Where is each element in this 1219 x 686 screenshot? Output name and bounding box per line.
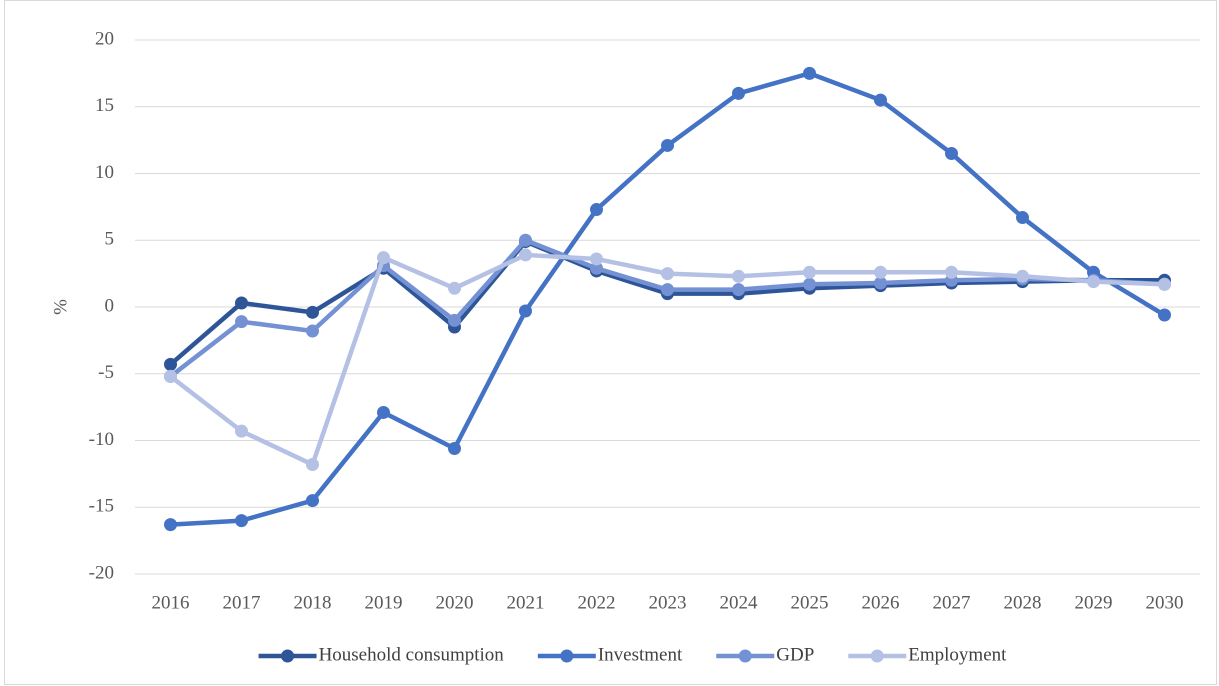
y-tick-label: -5 bbox=[98, 362, 114, 383]
data-point bbox=[590, 203, 603, 217]
data-point bbox=[235, 424, 248, 438]
data-point bbox=[1016, 269, 1029, 283]
data-point bbox=[874, 276, 887, 290]
data-point bbox=[306, 494, 319, 508]
data-point bbox=[1158, 308, 1171, 322]
data-point bbox=[590, 252, 603, 266]
x-tick-label: 2026 bbox=[862, 592, 900, 613]
y-tick-label: -10 bbox=[89, 429, 114, 450]
legend-label: Household consumption bbox=[319, 644, 505, 665]
data-point bbox=[235, 315, 248, 329]
data-point bbox=[164, 369, 177, 383]
y-tick-label: 15 bbox=[95, 95, 114, 116]
data-point bbox=[874, 93, 887, 107]
x-tick-label: 2024 bbox=[720, 592, 759, 613]
data-point bbox=[803, 265, 816, 279]
data-point bbox=[519, 233, 532, 247]
x-tick-label: 2029 bbox=[1075, 592, 1113, 613]
y-tick-label: 20 bbox=[95, 28, 114, 49]
data-point bbox=[306, 458, 319, 472]
data-point bbox=[448, 281, 461, 295]
data-point bbox=[1016, 211, 1029, 225]
data-point bbox=[1158, 277, 1171, 291]
y-tick-label: 0 bbox=[105, 295, 115, 316]
data-point bbox=[945, 146, 958, 160]
data-point bbox=[377, 251, 390, 265]
chart-border bbox=[4, 0, 1217, 685]
x-tick-label: 2030 bbox=[1146, 592, 1184, 613]
data-point bbox=[1087, 275, 1100, 289]
data-point bbox=[306, 305, 319, 319]
legend-marker bbox=[870, 649, 884, 663]
x-tick-label: 2016 bbox=[152, 592, 190, 613]
legend: Household consumption Investment GDP Employ… bbox=[258, 644, 1007, 665]
y-axis-label: % bbox=[50, 299, 71, 315]
data-point bbox=[377, 405, 390, 419]
data-point bbox=[803, 66, 816, 80]
x-tick-label: 2022 bbox=[578, 592, 616, 613]
x-tick-label: 2017 bbox=[223, 592, 261, 613]
x-tick-label: 2020 bbox=[436, 592, 474, 613]
x-tick-label: 2028 bbox=[1004, 592, 1042, 613]
y-tick-label: 5 bbox=[105, 229, 115, 250]
data-point bbox=[874, 265, 887, 279]
data-point bbox=[519, 304, 532, 318]
data-point bbox=[235, 296, 248, 310]
data-point bbox=[590, 261, 603, 275]
x-tick-label: 2027 bbox=[933, 592, 971, 613]
data-point bbox=[164, 518, 177, 532]
y-tick-label: -15 bbox=[89, 496, 114, 517]
x-tick-label: 2023 bbox=[649, 592, 687, 613]
y-tick-label: 10 bbox=[95, 162, 114, 183]
data-point bbox=[448, 313, 461, 327]
data-point bbox=[803, 277, 816, 291]
x-tick-label: 2021 bbox=[507, 592, 545, 613]
data-point bbox=[448, 442, 461, 456]
legend-label: Employment bbox=[908, 644, 1007, 665]
legend-marker bbox=[560, 649, 574, 663]
data-point bbox=[306, 324, 319, 338]
legend-label: Investment bbox=[598, 644, 683, 665]
data-point bbox=[661, 138, 674, 152]
y-tick-label: -20 bbox=[89, 562, 114, 583]
legend-marker bbox=[738, 649, 752, 663]
x-tick-label: 2019 bbox=[365, 592, 403, 613]
legend-marker bbox=[281, 649, 295, 663]
x-tick-label: 2018 bbox=[294, 592, 332, 613]
x-tick-label: 2025 bbox=[791, 592, 829, 613]
data-point bbox=[661, 283, 674, 297]
data-point bbox=[519, 248, 532, 262]
data-point bbox=[732, 283, 745, 297]
data-point bbox=[164, 357, 177, 371]
data-point bbox=[235, 514, 248, 528]
data-point bbox=[945, 265, 958, 279]
data-point bbox=[661, 267, 674, 281]
data-point bbox=[732, 86, 745, 100]
legend-label: GDP bbox=[776, 644, 814, 665]
data-point bbox=[732, 269, 745, 283]
